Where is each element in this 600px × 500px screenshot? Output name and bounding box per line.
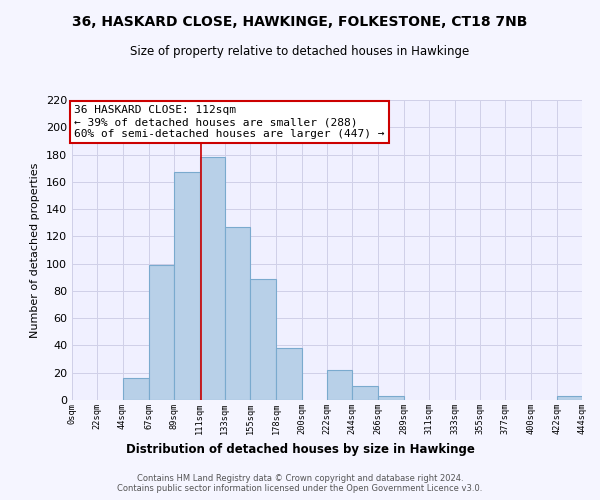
Bar (352, 386, 377, 400)
Bar (225, 227, 250, 400)
Text: Distribution of detached houses by size in Hawkinge: Distribution of detached houses by size … (125, 442, 475, 456)
Bar (199, 158, 225, 400)
Y-axis label: Number of detached properties: Number of detached properties (31, 162, 40, 338)
Bar (122, 378, 149, 400)
Bar (149, 265, 174, 400)
Text: 36 HASKARD CLOSE: 112sqm
← 39% of detached houses are smaller (288)
60% of semi-: 36 HASKARD CLOSE: 112sqm ← 39% of detach… (74, 106, 385, 138)
Bar (557, 396, 582, 400)
Text: 36, HASKARD CLOSE, HAWKINGE, FOLKESTONE, CT18 7NB: 36, HASKARD CLOSE, HAWKINGE, FOLKESTONE,… (73, 15, 527, 29)
Bar (174, 172, 199, 400)
Text: Size of property relative to detached houses in Hawkinge: Size of property relative to detached ho… (130, 45, 470, 58)
Bar (277, 348, 302, 400)
Text: Contains HM Land Registry data © Crown copyright and database right 2024.: Contains HM Land Registry data © Crown c… (137, 474, 463, 483)
Bar (377, 396, 404, 400)
Text: Contains public sector information licensed under the Open Government Licence v3: Contains public sector information licen… (118, 484, 482, 493)
Bar (250, 278, 277, 400)
Bar (327, 370, 352, 400)
